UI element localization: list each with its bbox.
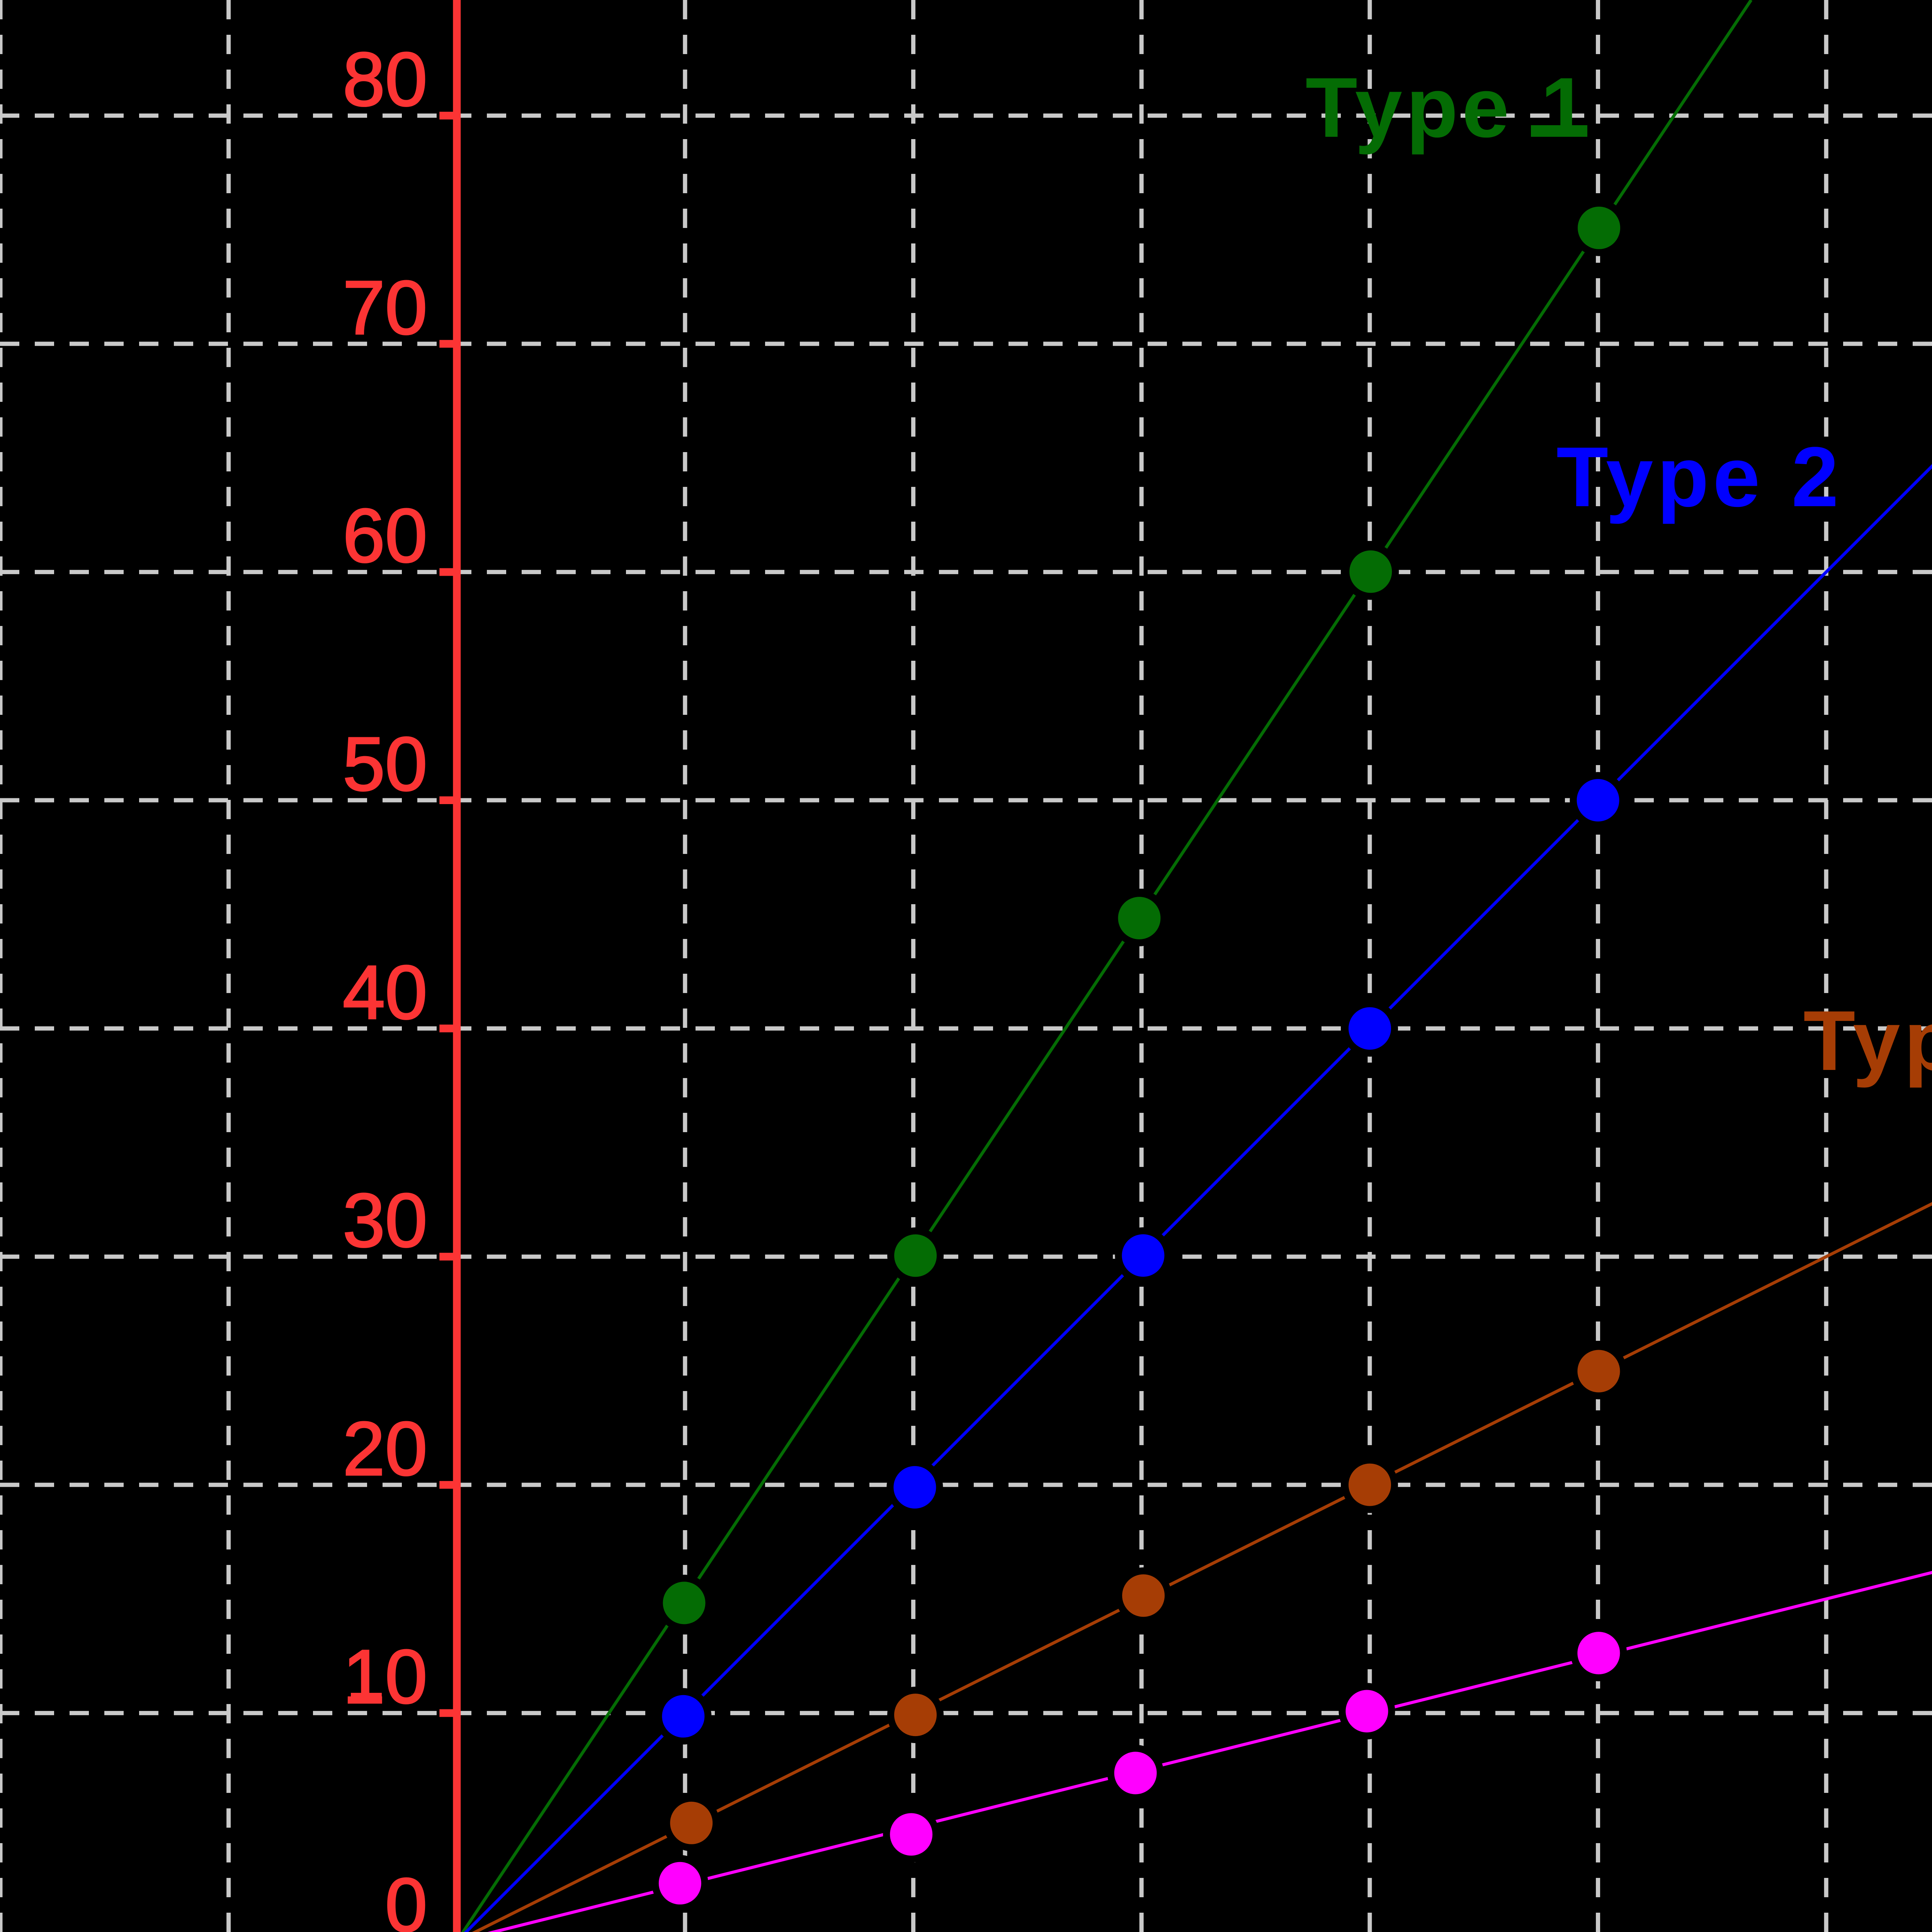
svg-text:60: 60 — [343, 493, 427, 578]
svg-text:80: 80 — [343, 37, 427, 122]
svg-text:Type 2: Type 2 — [1556, 429, 1843, 524]
svg-text:20: 20 — [343, 1406, 427, 1491]
svg-text:Type 1: Type 1 — [1306, 60, 1592, 155]
svg-text:30: 30 — [343, 1178, 427, 1263]
svg-text:50: 50 — [343, 721, 427, 806]
svg-text:40: 40 — [343, 950, 427, 1035]
svg-text:10: 10 — [343, 1634, 427, 1719]
svg-text:0: 0 — [385, 1862, 427, 1932]
svg-text:70: 70 — [343, 265, 427, 350]
svg-text:Type 3: Type 3 — [1803, 993, 1932, 1088]
